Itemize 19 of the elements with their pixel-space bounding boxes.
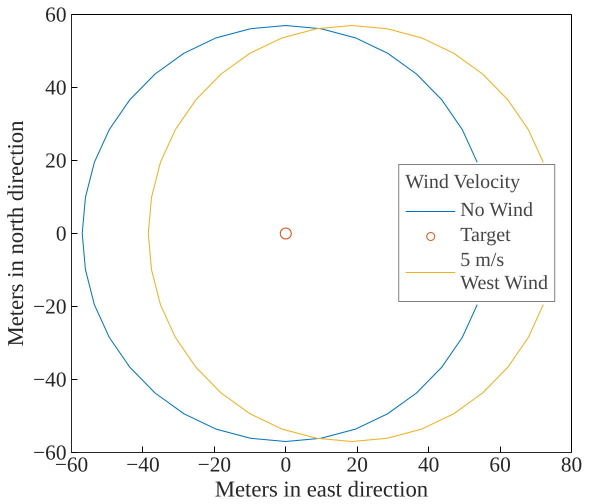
y-tick-label: −20 [33, 294, 67, 318]
x-tick-label: −40 [126, 452, 160, 476]
y-axis-title: Meters in north direction [3, 120, 28, 346]
x-tick-label: −20 [198, 452, 232, 476]
legend-label: Target [460, 224, 511, 247]
legend-label: No Wind [460, 199, 533, 222]
x-axis-title: Meters in east direction [214, 476, 428, 502]
y-tick-label: 0 [56, 222, 67, 246]
x-tick-label: 40 [418, 452, 440, 476]
y-tick-label: 60 [45, 2, 66, 26]
y-tick-label: 20 [45, 148, 66, 172]
x-tick-label: 0 [280, 452, 292, 476]
y-tick-label: −40 [33, 368, 67, 392]
legend-label: 5 m/s West Wind [460, 249, 548, 295]
legend-title: Wind Velocity [405, 171, 522, 194]
x-tick-label: 80 [560, 452, 582, 476]
x-tick-label: 20 [346, 452, 368, 476]
y-tick-label: 40 [45, 76, 66, 100]
x-tick-label: 60 [489, 452, 511, 476]
